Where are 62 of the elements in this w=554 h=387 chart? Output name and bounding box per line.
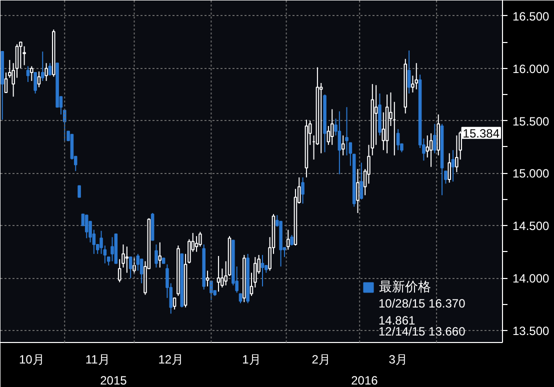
- y-tick-label: 16.500: [512, 9, 550, 24]
- candlestick: [455, 134, 458, 173]
- candlestick: [345, 106, 348, 156]
- candlestick: [451, 150, 455, 182]
- candlestick: [260, 254, 264, 287]
- x-tick-label: 12月: [158, 352, 184, 366]
- candlestick: [125, 246, 129, 274]
- candlestick: [136, 253, 140, 272]
- candlestick: [414, 62, 418, 90]
- candlestick: [22, 46, 26, 66]
- candlestick: [286, 229, 290, 250]
- y-tick-label: 14.000: [512, 272, 550, 286]
- candlestick: [290, 234, 294, 246]
- y-tick-label: 15.000: [512, 166, 550, 181]
- annotation: 10/28/15 16.370: [378, 296, 466, 310]
- y-tick-label: 13.500: [512, 324, 550, 338]
- candlestick: [216, 256, 220, 292]
- x-tick-label: 2月: [312, 352, 330, 366]
- text: 2015: [100, 374, 128, 387]
- candlestick: [301, 176, 304, 204]
- candlestick: [30, 66, 34, 82]
- candlestick: [448, 152, 452, 184]
- candlestick: [238, 293, 242, 304]
- candlestick: [356, 168, 360, 214]
- annotation: 12/14/15 13.660: [378, 324, 466, 338]
- candlestick: [4, 72, 8, 93]
- x-tick-label: 11月: [85, 352, 110, 366]
- text: 15.384: [462, 126, 500, 140]
- x-tick-label: 3月: [388, 352, 408, 366]
- candlestick: [48, 62, 52, 76]
- candlestick: [407, 50, 411, 94]
- candlestick: [374, 84, 378, 146]
- candlestick: [338, 110, 342, 175]
- candlestick: [128, 256, 132, 279]
- text: 2016: [351, 374, 378, 387]
- candlestick: [84, 214, 88, 239]
- candlestick: [396, 128, 400, 151]
- candlestick: [330, 108, 334, 146]
- y-tick-label: 14.500: [512, 219, 550, 234]
- candlestick: [172, 297, 176, 310]
- annotation: 14.861: [378, 314, 416, 328]
- candlestick: [110, 236, 114, 262]
- y-tick-label: 15.500: [512, 114, 550, 128]
- candlestick: [158, 242, 162, 268]
- candlestick: [319, 82, 323, 154]
- candlestick: [26, 66, 30, 82]
- legend-label: 最新价格: [379, 278, 431, 296]
- candlestick: [41, 51, 44, 82]
- y-tick-label: 16.000: [512, 62, 550, 76]
- candlestick: [194, 236, 198, 252]
- candlestick: [429, 132, 433, 168]
- candlestick: [360, 162, 364, 200]
- candlestick: [37, 70, 41, 88]
- x-tick-label: 1月: [242, 352, 261, 366]
- candlestick: [34, 72, 37, 94]
- x-tick-label: 10月: [18, 352, 44, 366]
- candlestick: [154, 244, 158, 268]
- candlestick: [341, 134, 345, 156]
- candlestick: [44, 62, 48, 82]
- candlestick: [433, 123, 436, 154]
- candlestick: [206, 270, 210, 287]
- candlestick: [78, 185, 81, 198]
